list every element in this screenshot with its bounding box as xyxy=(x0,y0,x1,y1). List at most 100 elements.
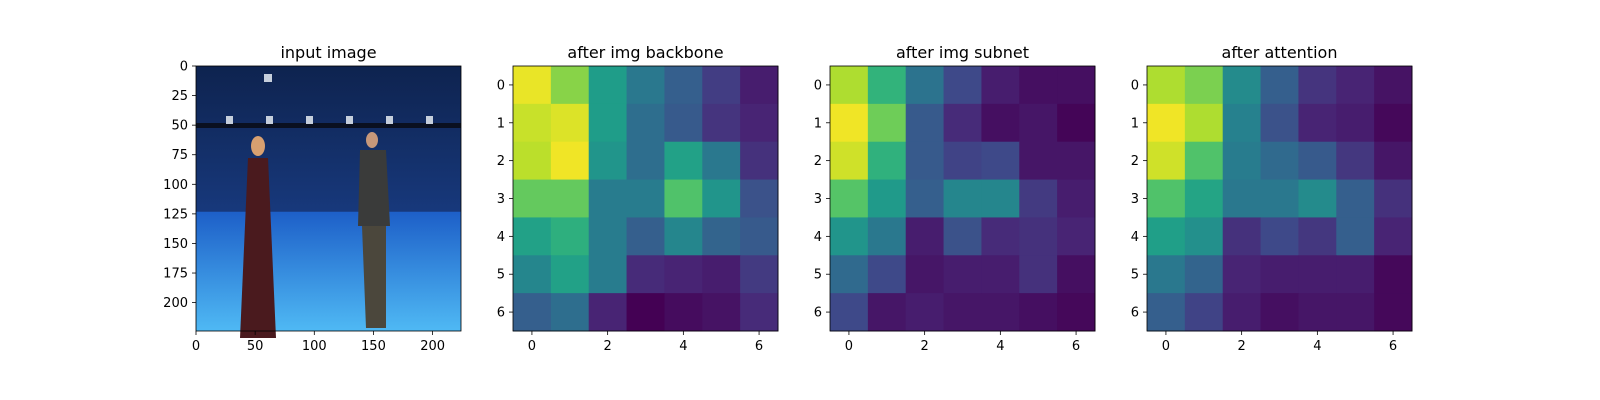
floor xyxy=(196,211,461,331)
heatmap-cell xyxy=(740,293,779,332)
heatmap-cell xyxy=(943,217,982,256)
heatmap-cell xyxy=(1019,217,1058,256)
heatmap-cell xyxy=(1019,66,1058,105)
heatmap-cell xyxy=(513,293,552,332)
heatmap-cell xyxy=(1184,179,1224,218)
heatmap-cell xyxy=(1057,255,1096,294)
x-tick-label: 0 xyxy=(192,339,200,354)
heatmap-cell xyxy=(1147,141,1186,181)
heatmap-cell xyxy=(1147,66,1186,105)
y-tick-label: 6 xyxy=(814,306,822,321)
axes-frame xyxy=(195,65,462,332)
heatmap-cell xyxy=(740,179,779,218)
camera xyxy=(426,116,433,124)
heatmap-cell xyxy=(830,293,869,332)
heatmap-cell xyxy=(1019,255,1058,294)
heatmap-cell xyxy=(981,66,1020,105)
heatmap-cell xyxy=(1260,141,1299,181)
heatmap-cell xyxy=(588,179,628,218)
heatmap-cell xyxy=(1222,103,1262,143)
heatmap-cell xyxy=(626,103,665,143)
heatmap-cell xyxy=(664,66,703,105)
heatmap-cell xyxy=(588,217,628,256)
heatmap-cell xyxy=(1374,103,1413,143)
heatmap-cell xyxy=(905,103,945,143)
heatmap-cell xyxy=(867,179,907,218)
camera xyxy=(386,116,393,124)
heatmap-cell xyxy=(1057,179,1096,218)
heatmap-cell xyxy=(740,103,779,143)
x-tick-label: 2 xyxy=(604,339,612,354)
y-tick-label: 4 xyxy=(497,230,505,245)
heatmap-cell xyxy=(626,66,665,105)
y-tick-label: 100 xyxy=(163,178,188,193)
panel-3 xyxy=(829,65,1096,332)
y-tick-label: 6 xyxy=(1131,306,1139,321)
heatmap-cell xyxy=(1057,141,1096,181)
heatmap-cell xyxy=(1298,217,1337,256)
panel-title: after img subnet xyxy=(896,43,1029,62)
heatmap-cell xyxy=(550,293,590,332)
y-tick-label: 2 xyxy=(814,154,822,169)
heatmap-cell xyxy=(1260,179,1299,218)
x-tick-label: 2 xyxy=(921,339,929,354)
heatmap-cell xyxy=(1184,293,1224,332)
heatmap-cell xyxy=(981,179,1020,218)
heatmap-cell xyxy=(1260,103,1299,143)
heatmap-cell xyxy=(981,293,1020,332)
x-tick-label: 6 xyxy=(1072,339,1080,354)
heatmap-cell xyxy=(550,103,590,143)
panel-1 xyxy=(195,65,462,338)
heatmap-cell xyxy=(1222,141,1262,181)
heatmap-cell xyxy=(1260,217,1299,256)
x-tick-label: 150 xyxy=(361,339,386,354)
heatmap-cell xyxy=(1298,255,1337,294)
heatmap-cell xyxy=(740,217,779,256)
heatmap-cell xyxy=(702,103,741,143)
heatmap-cell xyxy=(905,179,945,218)
heatmap-cell xyxy=(588,293,628,332)
heatmap-cell xyxy=(513,217,552,256)
heatmap-cell xyxy=(626,217,665,256)
heatmap-cell xyxy=(664,217,703,256)
panel-title: input image xyxy=(280,43,376,62)
heatmap-cell xyxy=(702,141,741,181)
x-tick-label: 0 xyxy=(1162,339,1170,354)
heatmap-cell xyxy=(664,255,703,294)
y-tick-label: 2 xyxy=(497,154,505,169)
heatmap-cell xyxy=(702,293,741,332)
camera xyxy=(264,74,272,82)
studio-photo xyxy=(196,66,461,338)
y-tick-label: 75 xyxy=(171,148,188,163)
heatmap-cell xyxy=(1019,141,1058,181)
y-tick-label: 0 xyxy=(180,60,188,75)
heatmap-cell xyxy=(1298,103,1337,143)
heatmap-cell xyxy=(550,179,590,218)
heatmap-cell xyxy=(1336,217,1375,256)
y-tick-label: 1 xyxy=(814,116,822,131)
camera xyxy=(266,116,273,124)
y-tick-label: 3 xyxy=(1131,192,1139,207)
camera xyxy=(346,116,353,124)
heatmap-cell xyxy=(867,141,907,181)
heatmap-cell xyxy=(1260,255,1299,294)
heatmap-cell xyxy=(1336,293,1375,332)
heatmap-cell xyxy=(513,103,552,143)
x-tick-label: 50 xyxy=(247,339,264,354)
heatmap-cell xyxy=(1184,66,1224,105)
heatmap-cell xyxy=(1057,103,1096,143)
person-left xyxy=(240,136,276,338)
heatmap-cell xyxy=(513,255,552,294)
heatmap-cell xyxy=(943,103,982,143)
y-tick-label: 3 xyxy=(497,192,505,207)
heatmap-cell xyxy=(626,179,665,218)
heatmap-cell xyxy=(1019,293,1058,332)
heatmap-cell xyxy=(1057,293,1096,332)
heatmap-cell xyxy=(830,179,869,218)
y-tick-label: 5 xyxy=(814,268,822,283)
panel-4 xyxy=(1146,65,1413,332)
heatmap-cell xyxy=(830,217,869,256)
y-tick-label: 150 xyxy=(163,237,188,252)
x-tick-label: 6 xyxy=(1389,339,1397,354)
